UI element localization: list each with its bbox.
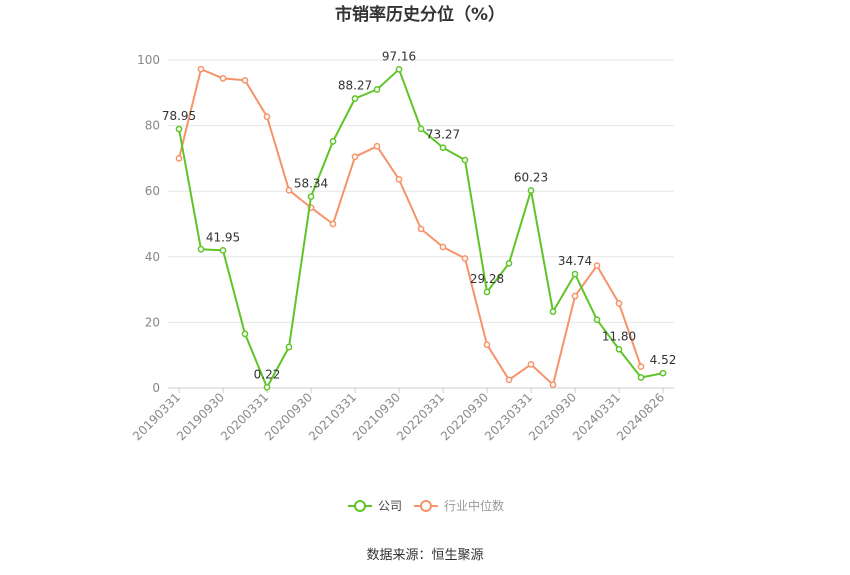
data-label: 60.23 bbox=[514, 170, 548, 184]
data-point bbox=[219, 75, 227, 82]
legend-marker bbox=[420, 500, 432, 512]
data-point bbox=[329, 220, 337, 228]
data-label: 4.52 bbox=[650, 353, 677, 367]
legend-item-1[interactable]: 行业中位数 bbox=[414, 498, 504, 513]
legend-label: 公司 bbox=[378, 499, 402, 513]
data-label: 78.95 bbox=[162, 109, 196, 123]
data-point bbox=[461, 255, 469, 262]
data-label: 73.27 bbox=[426, 128, 460, 142]
series-group bbox=[175, 65, 667, 391]
data-point bbox=[505, 260, 513, 267]
data-point bbox=[263, 113, 271, 121]
data-point bbox=[637, 363, 645, 371]
data-point bbox=[197, 65, 205, 73]
y-tick-label: 0 bbox=[152, 381, 160, 395]
data-label: 11.80 bbox=[602, 329, 636, 343]
y-axis: 0 20 40 60 80 100 bbox=[137, 53, 160, 395]
data-point bbox=[285, 186, 293, 194]
data-point bbox=[395, 176, 403, 183]
data-point bbox=[307, 193, 315, 200]
y-tick-label: 40 bbox=[145, 250, 160, 264]
data-point bbox=[549, 381, 557, 389]
data-label: 58.34 bbox=[294, 177, 328, 191]
legend-label: 行业中位数 bbox=[444, 498, 504, 513]
y-tick-label: 100 bbox=[137, 53, 160, 67]
data-point bbox=[527, 361, 535, 368]
grid bbox=[168, 59, 674, 389]
data-point bbox=[329, 137, 337, 145]
x-tick-label: 20240826 bbox=[614, 390, 667, 443]
data-point bbox=[373, 142, 381, 150]
data-labels: 78.95 41.95 0.22 58.34 88.27 97.16 73.27 29.28 6… bbox=[162, 49, 677, 381]
data-label: 34.74 bbox=[558, 254, 592, 268]
data-point bbox=[483, 288, 491, 296]
data-point bbox=[439, 243, 447, 251]
source-note: 数据来源：恒生聚源 bbox=[366, 548, 483, 563]
data-label: 88.27 bbox=[338, 78, 372, 92]
data-point bbox=[439, 144, 447, 152]
data-point bbox=[241, 76, 249, 84]
data-point bbox=[615, 300, 623, 307]
y-tick-label: 20 bbox=[145, 315, 160, 329]
data-point bbox=[483, 341, 491, 349]
data-point bbox=[263, 383, 271, 391]
data-label: 29.28 bbox=[470, 272, 504, 286]
data-point bbox=[593, 316, 601, 324]
data-point bbox=[593, 262, 601, 270]
data-point bbox=[659, 369, 667, 377]
legend-marker bbox=[354, 500, 366, 512]
data-label: 0.22 bbox=[254, 367, 281, 381]
data-point bbox=[505, 376, 513, 384]
legend[interactable]: 公司 行业中位数 bbox=[348, 498, 504, 513]
data-label: 97.16 bbox=[382, 49, 416, 63]
data-point bbox=[461, 156, 469, 164]
data-point bbox=[351, 95, 359, 102]
series-line-1 bbox=[178, 68, 642, 386]
chart-title: 市销率历史分位（%） bbox=[335, 4, 505, 25]
data-point bbox=[417, 225, 425, 233]
data-point bbox=[615, 345, 623, 353]
data-point bbox=[175, 125, 183, 133]
data-point bbox=[637, 374, 645, 381]
data-point bbox=[175, 155, 183, 162]
data-point bbox=[571, 270, 579, 278]
legend-item-0[interactable]: 公司 bbox=[348, 499, 402, 513]
data-label: 41.95 bbox=[206, 230, 240, 244]
data-point bbox=[373, 86, 381, 93]
data-point bbox=[219, 247, 227, 254]
data-point bbox=[197, 245, 205, 253]
y-tick-label: 60 bbox=[145, 184, 160, 198]
data-point bbox=[241, 330, 249, 338]
data-point bbox=[549, 308, 557, 315]
y-tick-label: 80 bbox=[145, 119, 160, 133]
data-point bbox=[351, 153, 359, 161]
data-point bbox=[527, 187, 535, 194]
data-point bbox=[417, 125, 425, 133]
data-point bbox=[395, 65, 403, 73]
data-point bbox=[285, 343, 293, 351]
x-axis: 2019033120190930202003312020093020210331… bbox=[130, 388, 667, 443]
data-point bbox=[571, 292, 579, 300]
